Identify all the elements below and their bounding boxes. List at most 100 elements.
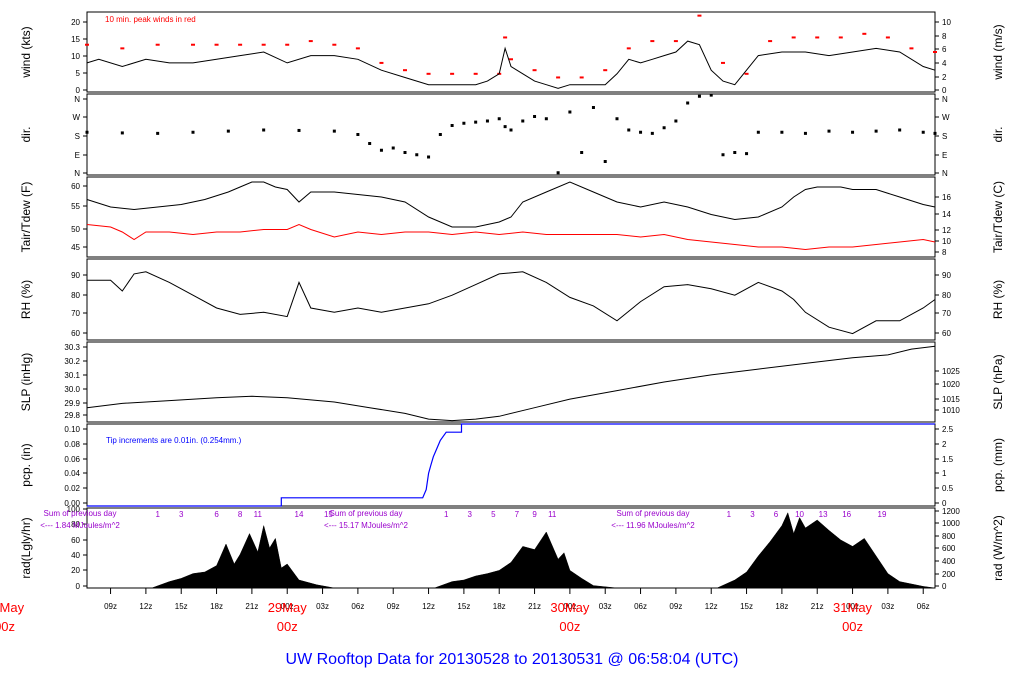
rh-ylabel-right: RH (%) bbox=[991, 280, 1005, 319]
dir-point bbox=[120, 131, 124, 135]
dir-point bbox=[568, 110, 572, 114]
dir-point bbox=[450, 124, 454, 127]
dir-point bbox=[556, 171, 560, 175]
dir-point bbox=[745, 152, 749, 156]
rad-daily-sum-line1: Sum of previous day bbox=[617, 509, 690, 518]
temp-tair-line bbox=[86, 181, 936, 228]
rad-hour-mark: 11 bbox=[254, 510, 263, 519]
dir-right-tick-label: N bbox=[942, 95, 948, 104]
x-hour-tick-label: 00z bbox=[563, 602, 576, 611]
slp-left-tick-label: 30.1 bbox=[64, 371, 80, 380]
x-day-label-date: 28May bbox=[0, 600, 25, 615]
rad-daily-sum-line1: Sum of previous day bbox=[44, 509, 117, 518]
rad-left-tick-label: 0 bbox=[76, 582, 81, 591]
x-hour-tick-label: 09z bbox=[387, 602, 400, 611]
temp-ylabel-left: Tair/Tdew (F) bbox=[19, 182, 33, 253]
wind-peak-mark bbox=[85, 43, 89, 46]
dir-point bbox=[503, 125, 507, 129]
dir-point bbox=[156, 131, 160, 135]
dir-point bbox=[485, 119, 489, 123]
temp-ylabel-right: Tair/Tdew (C) bbox=[991, 181, 1005, 253]
rad-hour-mark: 13 bbox=[819, 510, 828, 519]
rh-right-tick-label: 60 bbox=[942, 329, 951, 338]
chart-footer-title: UW Rooftop Data for 20130528 to 20130531… bbox=[285, 651, 739, 668]
wind-peak-mark bbox=[214, 43, 219, 46]
wind-peak-mark bbox=[450, 72, 455, 75]
wind-peak-mark bbox=[426, 72, 431, 75]
dir-ylabel-left: dir. bbox=[19, 126, 33, 142]
dir-right-tick-label: N bbox=[942, 169, 948, 178]
rad-hour-mark: 1 bbox=[155, 510, 160, 519]
slp-right-tick-label: 1020 bbox=[942, 380, 960, 389]
wind-ylabel-right: wind (m/s) bbox=[991, 24, 1005, 80]
dir-point bbox=[356, 133, 360, 136]
dir-right-tick-label: S bbox=[942, 132, 947, 141]
pcp-left-tick-label: 0.02 bbox=[64, 484, 80, 493]
wind-peak-mark bbox=[503, 36, 508, 39]
temp-left-tick-label: 50 bbox=[71, 225, 80, 234]
x-hour-tick-label: 18z bbox=[210, 602, 223, 611]
wind-peak-mark bbox=[379, 61, 384, 64]
dir-point bbox=[438, 133, 442, 136]
rad-hour-mark: 3 bbox=[750, 510, 755, 519]
x-hour-tick-label: 06z bbox=[634, 602, 647, 611]
slp-right-tick-label: 1015 bbox=[942, 395, 960, 404]
wind-peak-mark bbox=[532, 69, 537, 72]
axis-ticks: 051015200246810NESWNNESWN455055608101214… bbox=[0, 18, 960, 634]
dir-panel-frame bbox=[86, 93, 936, 176]
dir-point bbox=[803, 131, 807, 135]
wind-right-tick-label: 4 bbox=[942, 59, 947, 68]
wind-peak-mark bbox=[509, 58, 513, 61]
pcp-ylabel-left: pcp. (in) bbox=[19, 443, 33, 486]
dir-point bbox=[85, 130, 89, 134]
wind-left-tick-label: 15 bbox=[71, 35, 80, 44]
x-hour-tick-label: 03z bbox=[599, 602, 612, 611]
temp-tdew-line bbox=[86, 223, 936, 251]
temp-left-tick-label: 60 bbox=[71, 182, 80, 191]
dir-point bbox=[697, 94, 701, 98]
dir-point bbox=[533, 115, 537, 118]
x-hour-tick-label: 21z bbox=[528, 602, 541, 611]
rad-hour-mark: 15 bbox=[324, 510, 333, 519]
x-day-label-date: 31May bbox=[833, 600, 873, 615]
x-hour-tick-label: 06z bbox=[351, 602, 364, 611]
temp-right-tick-label: 10 bbox=[942, 237, 951, 246]
wind-peak-mark bbox=[933, 51, 937, 53]
rad-hour-mark: 19 bbox=[878, 510, 887, 519]
x-day-label-time: 00z bbox=[277, 619, 298, 634]
rad-hour-mark: 8 bbox=[238, 510, 243, 519]
rad-hour-mark: 6 bbox=[214, 510, 219, 519]
x-hour-tick-label: 12z bbox=[139, 602, 152, 611]
slp-ylabel-left: SLP (inHg) bbox=[19, 353, 33, 411]
wind-peak-mark bbox=[403, 69, 407, 72]
wind-peak-mark bbox=[191, 43, 195, 46]
wind-peak-mark bbox=[721, 61, 725, 64]
dir-point bbox=[709, 93, 713, 97]
rad-left-tick-label: 60 bbox=[71, 536, 80, 545]
wind-peak-mark bbox=[697, 14, 702, 17]
rh-left-tick-label: 60 bbox=[71, 329, 80, 338]
wind-peak-mark bbox=[768, 40, 773, 43]
rad-ylabel-left: rad(Lgly/hr) bbox=[19, 517, 33, 578]
slp-slp-line bbox=[86, 345, 936, 422]
x-hour-tick-label: 00z bbox=[846, 602, 859, 611]
dir-point bbox=[509, 128, 513, 132]
rad-daily-sum-line2: <--- 1.84 MJoules/m^2 bbox=[40, 521, 120, 530]
dir-point bbox=[297, 128, 301, 132]
rad-left-tick-label: 100 bbox=[67, 505, 81, 514]
pcp-left-tick-label: 0.04 bbox=[64, 469, 80, 478]
pcp-left-tick-label: 0.10 bbox=[64, 425, 80, 434]
dir-left-tick-label: N bbox=[74, 95, 80, 104]
wind-right-tick-label: 8 bbox=[942, 32, 947, 41]
dir-point bbox=[427, 155, 431, 159]
pcp-ylabel-right: pcp. (mm) bbox=[991, 438, 1005, 492]
pcp-right-tick-label: 2 bbox=[942, 440, 947, 449]
wind-peak-mark bbox=[744, 72, 749, 75]
rad-left-tick-label: 80 bbox=[71, 520, 80, 529]
x-day-label-date: 29May bbox=[268, 600, 308, 615]
dir-point bbox=[580, 151, 584, 154]
dir-left-tick-label: W bbox=[72, 113, 80, 122]
temp-right-tick-label: 12 bbox=[942, 226, 951, 235]
dir-point bbox=[933, 131, 937, 135]
temp-right-tick-label: 8 bbox=[942, 248, 947, 257]
